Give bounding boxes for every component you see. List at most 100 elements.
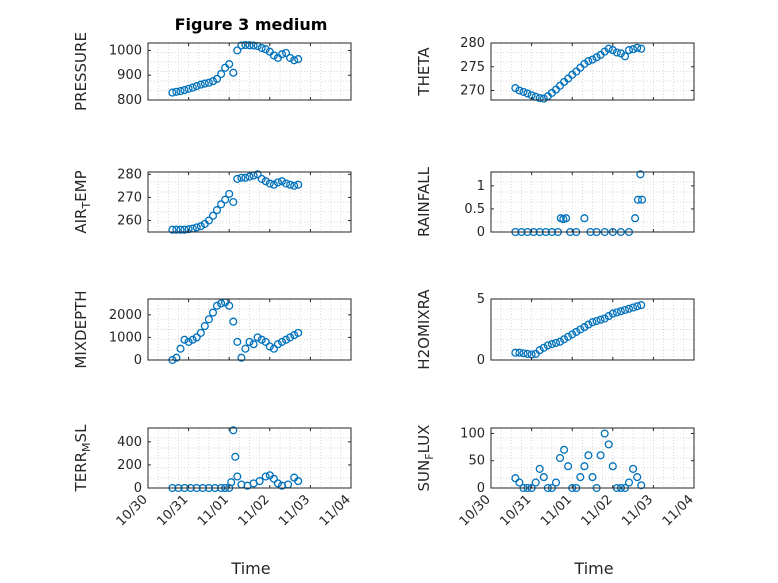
data-point [229,426,238,435]
series-h2omixra [511,301,646,359]
y-tick-label: 5 [477,292,485,307]
axes-box [147,42,352,101]
data-point [620,305,630,315]
data-point [277,337,287,346]
grid [490,427,695,489]
data-point [290,56,299,65]
y-label-subscript: M [80,442,93,452]
subplot-h2omixra: 0 5 H2OMIXRA [415,289,695,370]
data-point [535,464,544,473]
data-point [633,43,642,52]
data-point [600,429,609,438]
data-point [515,478,524,487]
data-point [168,225,177,234]
data-point [562,214,571,223]
x-tick-label: 11/03 [276,492,313,529]
y-axis-label: TERRMSL [72,424,93,493]
data-point [604,312,613,321]
y-tick-label: 0.5 [464,202,485,217]
data-point [188,335,197,344]
data-point [584,451,593,460]
data-point [511,348,520,357]
data-point [290,331,299,340]
data-point [633,195,643,204]
x-tick-label: 10/31 [154,492,191,529]
y-axis-label: RAINFALL [415,166,433,237]
data-point [519,87,528,96]
data-point [576,473,585,482]
data-point [204,315,213,324]
data-point [596,451,605,460]
data-point [172,87,181,96]
data-point [257,43,266,53]
data-point [273,178,282,187]
data-point [286,333,295,342]
data-point [200,79,209,88]
data-point [208,308,218,317]
data-point [624,478,634,487]
data-point [265,342,274,351]
data-point [212,206,222,215]
data-point [253,170,262,179]
data-point [596,315,605,324]
data-point [192,223,201,232]
data-point [249,41,258,50]
data-point [192,82,201,91]
data-point [269,474,278,483]
data-point [608,309,617,318]
y-axis-label: SUNFLUX [415,425,436,492]
data-point [604,440,613,449]
data-point [245,41,254,50]
y-tick-label: 270 [117,190,142,205]
data-point [237,173,246,182]
data-point [588,318,597,327]
data-point [184,225,193,234]
x-tick-label: 11/01 [538,492,575,529]
data-point [233,337,242,346]
data-point [631,214,640,223]
data-point [555,453,565,463]
data-point [636,170,645,179]
y-axis-label: THETA [415,47,433,97]
data-point [629,303,638,312]
series-theta [511,43,646,103]
data-point [624,46,634,55]
data-point [180,335,189,344]
data-point [560,335,569,344]
data-point [580,214,589,223]
data-point [519,349,528,358]
y-tick-label: 1000 [109,330,142,345]
data-point [184,84,193,93]
data-point [217,200,226,209]
subplot-mixdepth: 0 1000 2000 MIXDEPTH [72,290,352,369]
data-point [584,320,593,329]
data-point [196,328,205,337]
data-point [269,51,278,60]
data-point [576,325,585,334]
y-tick-label: 275 [460,60,485,75]
data-point [200,322,209,331]
axes-box [490,298,695,361]
data-point [629,464,638,473]
x-tick-label: 11/03 [619,492,656,529]
data-point [176,87,185,96]
data-point [564,462,573,471]
data-point [184,337,193,346]
data-point [277,177,287,186]
data-point [572,327,581,336]
series-pressure [168,40,303,97]
data-point [588,473,597,482]
subplot-pressure: 800 900 1000 PRESSURE [72,32,352,111]
data-point [543,341,552,350]
data-point [560,445,569,454]
data-point [294,477,303,486]
data-point [172,225,181,234]
data-point [637,301,646,310]
data-point [294,55,303,64]
data-point [196,80,205,89]
data-point [547,340,556,349]
y-label-subscript: T [80,202,93,210]
data-point [580,462,589,471]
x-tick-label: 10/30 [457,492,494,529]
data-point [221,195,230,204]
